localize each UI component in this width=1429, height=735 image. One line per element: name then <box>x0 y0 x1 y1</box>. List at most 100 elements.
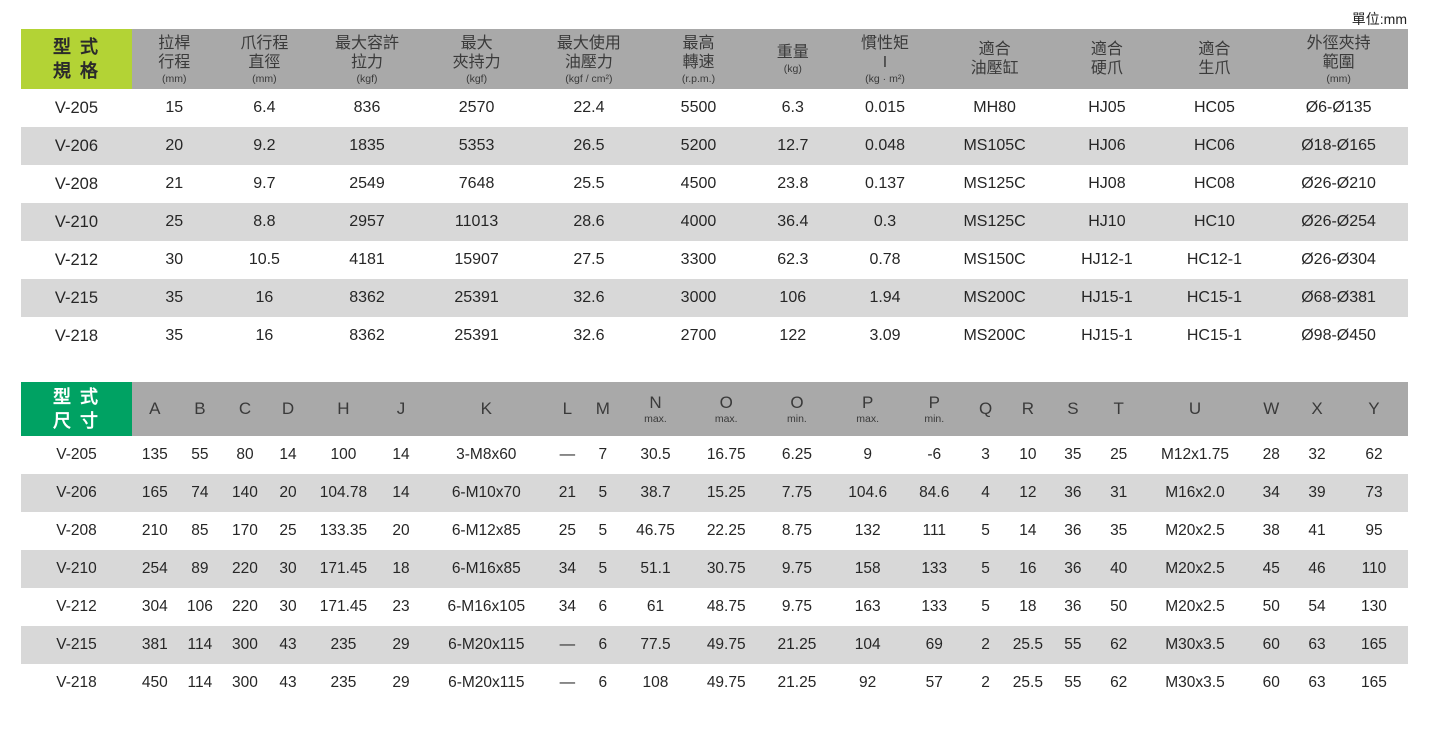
value-cell: 111 <box>903 512 966 550</box>
value-cell: 300 <box>222 664 268 702</box>
value-cell: 16 <box>1005 550 1051 588</box>
corner-header-line: 型 式 <box>52 387 100 407</box>
value-cell: Ø26-Ø304 <box>1269 241 1408 279</box>
value-cell: 9.75 <box>761 588 833 626</box>
column-header-unit: (mm) <box>1326 72 1351 85</box>
value-cell: 32.6 <box>531 279 647 317</box>
value-cell: 3300 <box>646 241 751 279</box>
value-cell: 7648 <box>421 165 532 203</box>
value-cell: 62 <box>1095 664 1142 702</box>
value-cell: HC15-1 <box>1159 279 1270 317</box>
value-cell: MS200C <box>934 279 1055 317</box>
column-header: W <box>1248 382 1295 436</box>
value-cell: 35 <box>131 317 217 355</box>
value-cell: 21.25 <box>761 626 833 664</box>
model-cell: V-206 <box>21 474 132 512</box>
column-header: D <box>267 382 309 436</box>
column-header: 慣性矩 I (kg · m²) <box>835 29 935 89</box>
value-cell: M20x2.5 <box>1141 588 1249 626</box>
column-header: 拉桿 行程 (mm) <box>131 29 217 89</box>
value-cell: 114 <box>177 664 223 702</box>
value-cell: 6 <box>585 588 621 626</box>
value-cell: 77.5 <box>620 626 691 664</box>
value-cell: 6-M12x85 <box>423 512 550 550</box>
value-cell: 32 <box>1294 436 1340 474</box>
table-row: V-218 35 16 8362 25391 32.6 2700 122 3.09 MS200C H… <box>21 317 1408 355</box>
value-cell: 2570 <box>421 89 532 127</box>
value-cell: 69 <box>903 626 966 664</box>
value-cell: 7 <box>585 436 621 474</box>
value-cell: HJ08 <box>1054 165 1160 203</box>
column-header: 重量 (kg) <box>750 29 836 89</box>
value-cell: 171.45 <box>308 588 379 626</box>
value-cell: 16 <box>216 279 313 317</box>
value-cell: 55 <box>177 436 223 474</box>
value-cell: 80 <box>222 436 268 474</box>
value-cell: 1.94 <box>835 279 935 317</box>
value-cell: 48.75 <box>690 588 762 626</box>
value-cell: 6-M20x115 <box>423 664 550 702</box>
value-cell: 25.5 <box>1005 626 1051 664</box>
corner-header-line: 規 格 <box>52 61 100 81</box>
value-cell: 4000 <box>646 203 751 241</box>
value-cell: HJ05 <box>1054 89 1160 127</box>
value-cell: 2 <box>965 664 1006 702</box>
column-header-label: B <box>194 399 206 418</box>
value-cell: 55 <box>1050 664 1096 702</box>
column-header-unit: max. <box>856 412 880 425</box>
column-header-unit: (mm) <box>252 72 277 85</box>
value-cell: 165 <box>1339 664 1408 702</box>
column-header-label: 重量 <box>776 44 809 61</box>
value-cell: 163 <box>832 588 904 626</box>
value-cell: 63 <box>1294 626 1340 664</box>
value-cell: 106 <box>177 588 223 626</box>
catalog-page: 單位:mm 型 式規 格拉桿 行程 (mm) 爪行程 直徑 (mm) 最大容許 拉力 (kgf)… <box>21 11 1408 702</box>
value-cell: 30.75 <box>690 550 762 588</box>
model-cell: V-205 <box>21 89 132 127</box>
value-cell: 23 <box>378 588 424 626</box>
value-cell: 6.3 <box>750 89 836 127</box>
value-cell: 43 <box>267 626 309 664</box>
column-header-label: 最高 <box>682 34 715 52</box>
value-cell: 36 <box>1050 588 1096 626</box>
value-cell: 34 <box>1248 474 1295 512</box>
column-header-label: A <box>149 399 161 418</box>
column-header: M <box>585 382 621 436</box>
value-cell: Ø68-Ø381 <box>1269 279 1408 317</box>
value-cell: 3.09 <box>835 317 935 355</box>
value-cell: 38.7 <box>620 474 691 512</box>
value-cell: 29 <box>378 626 424 664</box>
table-row: V-205 135 55 80 14 100 14 3-M8x60—7 30.5 16.75 6.2… <box>21 436 1408 474</box>
value-cell: 133 <box>903 550 966 588</box>
value-cell: Ø6-Ø135 <box>1269 89 1408 127</box>
value-cell: 5500 <box>646 89 751 127</box>
value-cell: 8.8 <box>216 203 313 241</box>
value-cell: 7.75 <box>761 474 833 512</box>
column-header-label: O <box>719 392 733 412</box>
value-cell: 36 <box>1050 512 1096 550</box>
value-cell: 4 <box>965 474 1006 512</box>
value-cell: 5 <box>585 550 621 588</box>
value-cell: 5 <box>585 512 621 550</box>
value-cell: 2549 <box>312 165 422 203</box>
column-header-label: J <box>396 399 406 418</box>
column-header: 最大容許 拉力 (kgf) <box>312 29 422 89</box>
model-cell: V-212 <box>21 241 132 279</box>
column-header: R <box>1005 382 1051 436</box>
column-header-unit: (kg) <box>783 63 802 75</box>
value-cell: 14 <box>267 436 309 474</box>
column-header-label: 適合 <box>978 41 1011 58</box>
column-header: 適合 油壓缸 <box>934 29 1055 89</box>
value-cell: 0.048 <box>835 127 935 165</box>
value-cell: 106 <box>750 279 836 317</box>
column-header-label: S <box>1067 399 1079 418</box>
value-cell: HC12-1 <box>1159 241 1270 279</box>
column-header-label: 直徑 <box>248 53 281 71</box>
table-row: V-206 165 74 140 20 104.78 14 6-M10x70 21 5 38.7 15… <box>21 474 1408 512</box>
value-cell: 25.5 <box>531 165 647 203</box>
value-cell: Ø98-Ø450 <box>1269 317 1408 355</box>
value-cell: 6 <box>585 626 621 664</box>
column-header-label: 生爪 <box>1198 60 1231 77</box>
column-header-label: 適合 <box>1090 41 1123 58</box>
